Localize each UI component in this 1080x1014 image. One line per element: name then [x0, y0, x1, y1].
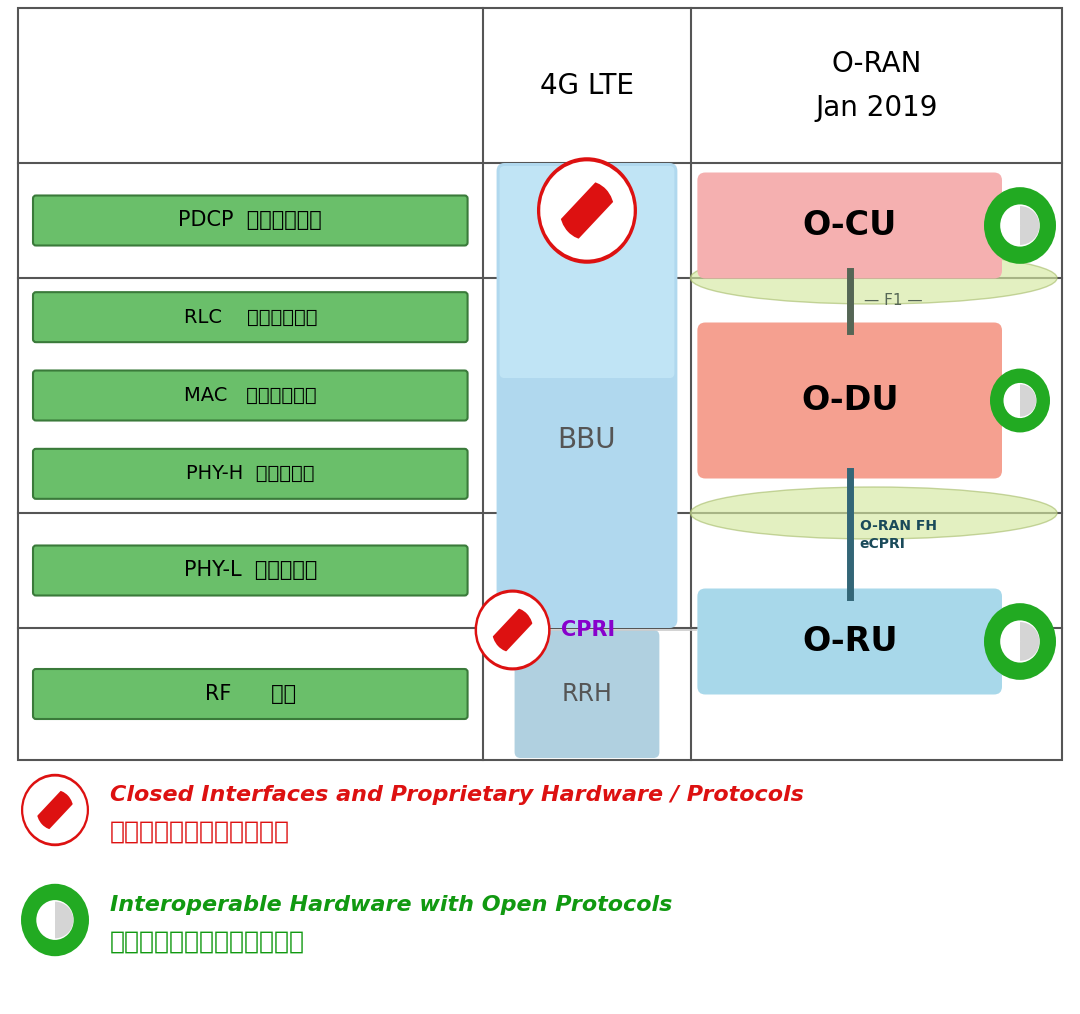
Text: 封闭接口和专有硬件及协议: 封闭接口和专有硬件及协议	[110, 820, 291, 844]
Ellipse shape	[1000, 205, 1040, 246]
Ellipse shape	[690, 487, 1057, 539]
Text: BBU: BBU	[557, 427, 617, 454]
FancyBboxPatch shape	[698, 172, 1002, 279]
Wedge shape	[1020, 622, 1039, 661]
Text: Closed Interfaces and Proprietary Hardware / Protocols: Closed Interfaces and Proprietary Hardwa…	[110, 785, 804, 805]
Ellipse shape	[537, 157, 637, 264]
Ellipse shape	[984, 188, 1056, 264]
Ellipse shape	[690, 252, 1057, 304]
Text: O-DU: O-DU	[801, 384, 899, 417]
Ellipse shape	[1000, 621, 1040, 662]
Ellipse shape	[474, 589, 551, 670]
FancyBboxPatch shape	[33, 546, 468, 595]
Ellipse shape	[1003, 383, 1037, 418]
FancyBboxPatch shape	[33, 196, 468, 245]
Text: Interoperable Hardware with Open Protocols: Interoperable Hardware with Open Protoco…	[110, 895, 673, 915]
Ellipse shape	[21, 884, 89, 956]
FancyBboxPatch shape	[500, 166, 674, 378]
FancyBboxPatch shape	[33, 669, 468, 719]
FancyBboxPatch shape	[497, 163, 677, 628]
Wedge shape	[1020, 206, 1039, 245]
FancyBboxPatch shape	[33, 370, 468, 421]
Text: RRH: RRH	[562, 682, 612, 706]
Ellipse shape	[984, 603, 1056, 679]
FancyBboxPatch shape	[698, 588, 1002, 695]
Text: RLC    无线链路控制: RLC 无线链路控制	[184, 307, 318, 327]
Text: RF      射频: RF 射频	[205, 684, 296, 704]
Ellipse shape	[29, 783, 81, 838]
Text: eCPRI: eCPRI	[860, 536, 905, 551]
Ellipse shape	[990, 368, 1050, 432]
Text: 4G LTE: 4G LTE	[540, 72, 634, 99]
Wedge shape	[55, 901, 73, 938]
Text: Jan 2019: Jan 2019	[815, 93, 937, 122]
Bar	[18, 8, 1062, 760]
Text: O-RU: O-RU	[801, 625, 897, 658]
Text: PHY-L  物理层下层: PHY-L 物理层下层	[184, 561, 316, 580]
Text: 使用开放协议的可互操作硬件: 使用开放协议的可互操作硬件	[110, 930, 305, 954]
Text: PHY-H  物理层上层: PHY-H 物理层上层	[186, 464, 314, 484]
Text: O-CU: O-CU	[802, 209, 896, 242]
Text: O-RAN FH: O-RAN FH	[860, 518, 936, 532]
FancyBboxPatch shape	[33, 449, 468, 499]
Text: CPRI: CPRI	[561, 620, 615, 640]
Ellipse shape	[37, 900, 73, 940]
FancyBboxPatch shape	[514, 630, 660, 758]
FancyBboxPatch shape	[698, 322, 1002, 479]
Text: PDCP  分组数据汇聚: PDCP 分组数据汇聚	[178, 211, 322, 230]
Ellipse shape	[484, 599, 541, 661]
FancyBboxPatch shape	[33, 292, 468, 342]
Ellipse shape	[21, 774, 89, 847]
Text: — F1 —: — F1 —	[864, 293, 922, 308]
Text: MAC   媒体接入控制: MAC 媒体接入控制	[184, 386, 316, 405]
Wedge shape	[1020, 384, 1036, 417]
Ellipse shape	[549, 170, 625, 251]
Text: O-RAN: O-RAN	[832, 50, 922, 77]
